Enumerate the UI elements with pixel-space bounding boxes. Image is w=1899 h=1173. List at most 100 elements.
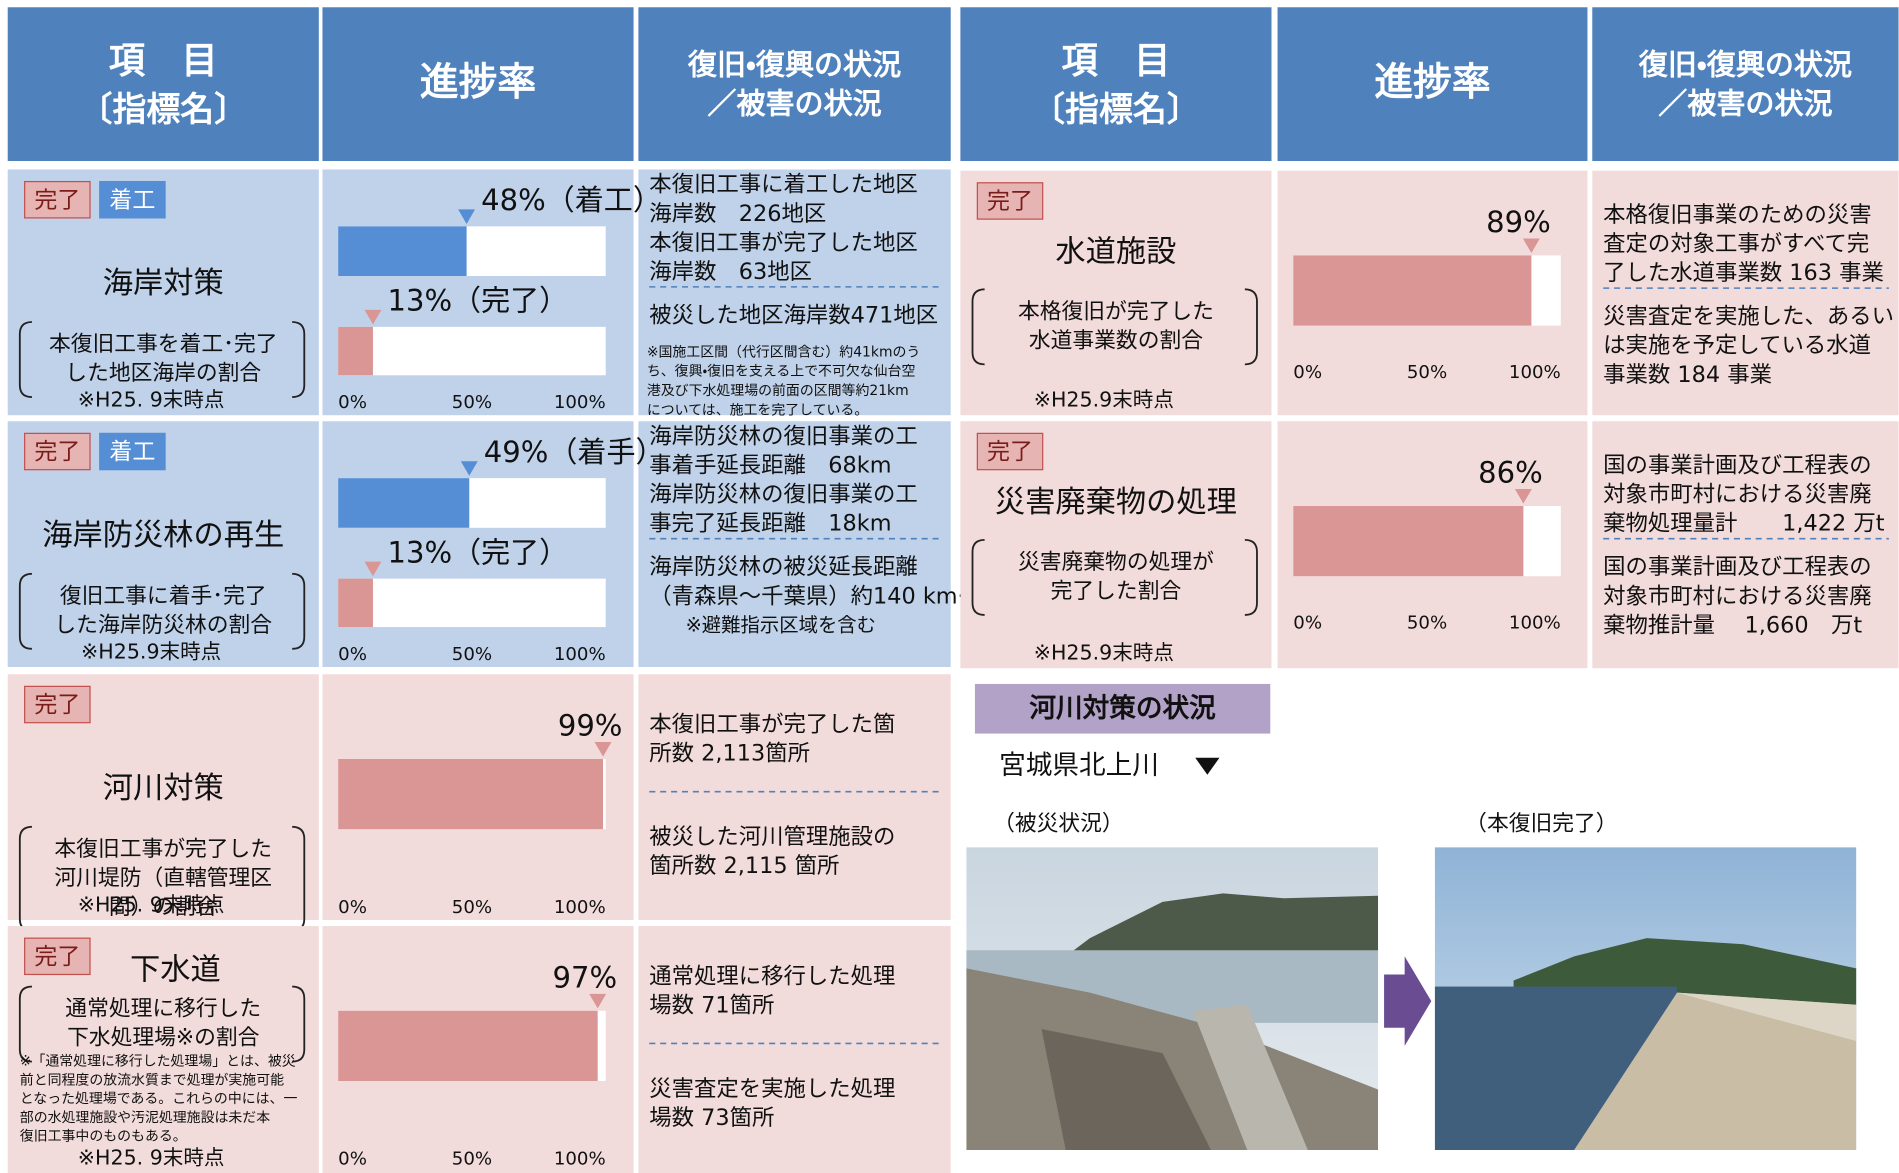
status-text: 所数 2,113箇所	[649, 741, 810, 767]
header-cell	[960, 7, 1271, 161]
photo-caption: （本復旧完了）	[1465, 811, 1617, 836]
indicator-description: 災害廃棄物の処理が	[1018, 550, 1214, 575]
status-text: は実施を予定している水道	[1603, 333, 1871, 359]
indicator-description: 水道事業数の割合	[1029, 328, 1203, 353]
status-text: 国の事業計画及び工程表の	[1603, 554, 1872, 580]
river-title: 河川対策の状況	[1029, 693, 1216, 724]
status-text: 場数 71箇所	[649, 992, 774, 1018]
status-note: ※避難指示区域を含む	[647, 613, 876, 636]
status-text: 海岸防災林の復旧事業の工	[649, 482, 918, 508]
status-text: 事業数 184 事業	[1603, 362, 1772, 388]
infographic: 項 目〔指標名〕 進捗率 復旧・復興の状況 ／被害の状況 項 目〔指標名〕 進捗率 復旧・復…	[0, 0, 1899, 1173]
header-item: 〔指標名〕	[1031, 90, 1200, 129]
axis-tick-label: 0%	[1293, 612, 1322, 633]
indicator-description: 本復旧工事を着工･完了	[49, 332, 278, 357]
as-of: ※H25. 9末時点	[78, 892, 225, 916]
status-text: 箇所数 2,115 箇所	[649, 853, 839, 879]
tag-label: 完了	[34, 439, 80, 465]
axis-tick-label: 50%	[452, 1149, 492, 1170]
footnote: ※「通常処理に移行した処理場」とは、被災	[20, 1054, 296, 1070]
axis-tick-label: 0%	[1293, 362, 1322, 383]
header-cell	[8, 7, 319, 161]
header-status: ／被害の状況	[1658, 86, 1832, 120]
bar-label: 99%	[558, 709, 623, 743]
indicator-name: 河川対策	[103, 771, 224, 806]
progress-bar	[1293, 506, 1523, 576]
axis-tick-label: 50%	[452, 644, 492, 665]
status-text: 事着手延長距離 68km	[649, 453, 891, 479]
indicator-description: した地区海岸の割合	[65, 361, 261, 386]
header-status: 復旧・復興の状況	[1638, 48, 1852, 82]
status-note: ※国施工区間（代行区間含む）約41kmのう	[647, 344, 920, 360]
progress-bar	[1293, 255, 1531, 325]
axis-tick-label: 50%	[1407, 362, 1447, 383]
status-text: 被災した地区海岸数471地区	[649, 302, 938, 328]
photo-caption: （被災状況）	[993, 811, 1124, 836]
bar-label: 49%（着手）	[484, 435, 665, 469]
photo-after	[1435, 847, 1856, 1150]
indicator-description: 下水処理場※の割合	[67, 1026, 260, 1051]
status-text: 国の事業計画及び工程表の	[1603, 453, 1872, 479]
axis-tick-label: 50%	[1407, 612, 1447, 633]
photo-before	[966, 847, 1378, 1150]
header-item: 項 目	[109, 39, 218, 82]
status-note: については、施工を完了している。	[647, 402, 868, 418]
footnote: となった処理場である。これらの中には、一	[20, 1091, 298, 1107]
indicator-name: 水道施設	[1055, 235, 1176, 270]
axis-tick-label: 50%	[452, 392, 492, 413]
indicator-description: 本復旧工事が完了した	[54, 837, 272, 862]
as-of: ※H25.9末時点	[81, 639, 221, 663]
status-note: 港及び下水処理場の前面の区間等約21km	[647, 382, 909, 399]
header-cell	[1592, 7, 1898, 161]
status-text: 査定の対象工事がすべて完	[1603, 231, 1869, 257]
indicator-description: した海岸防災林の割合	[54, 613, 272, 638]
status-text: 海岸数 226地区	[649, 201, 826, 227]
bar-track	[338, 327, 606, 375]
header-item: 〔指標名〕	[79, 90, 248, 129]
indicator-description: 河川堤防（直轄管理区	[54, 866, 272, 891]
status-text: 本復旧工事が完了した地区	[649, 230, 918, 256]
status-text: 災害査定を実施した、あるい	[1603, 304, 1894, 330]
status-note: ち、復興・復旧を支える上で不可欠な仙台空	[647, 363, 916, 380]
status-text: 被災した河川管理施設の	[649, 824, 895, 850]
status-text: 棄物推計量 1,660 万t	[1603, 612, 1862, 638]
header-progress: 進捗率	[1374, 60, 1490, 105]
header-progress: 進捗率	[420, 60, 536, 105]
progress-bar	[338, 759, 603, 829]
axis-tick-label: 0%	[338, 392, 367, 413]
header-item: 項 目	[1062, 39, 1171, 82]
status-text: 対象市町村における災害廃	[1603, 583, 1872, 609]
bar-label: 13%（完了）	[387, 535, 568, 569]
page: 項 目〔指標名〕 進捗率 復旧・復興の状況 ／被害の状況 項 目〔指標名〕 進捗率 復旧・復…	[0, 0, 1899, 1173]
tag-label: 完了	[34, 692, 80, 718]
progress-bar	[338, 226, 466, 276]
indicator-name: 海岸対策	[103, 266, 224, 301]
progress-bar	[338, 327, 373, 375]
status-text: 本復旧工事に着工した地区	[649, 172, 918, 198]
status-text: 棄物処理量計 1,422 万t	[1603, 511, 1885, 537]
as-of: ※H25. 9末時点	[78, 388, 225, 412]
bar-track	[338, 579, 606, 627]
as-of: ※H25. 9末時点	[78, 1145, 225, 1169]
footnote: 前と同程度の放流水質まで処理が実施可能	[20, 1071, 284, 1088]
bar-label: 86%	[1478, 456, 1543, 490]
header-status: 復旧・復興の状況	[687, 48, 901, 82]
header-status: ／被害の状況	[707, 86, 881, 120]
bar-label: 97%	[552, 960, 617, 994]
footnote: 部の水処理施設や汚泥処理施設は未だ本	[20, 1110, 270, 1126]
axis-tick-label: 100%	[554, 1149, 606, 1170]
status-text: 海岸防災林の被災延長距離	[649, 554, 918, 580]
axis-tick-label: 0%	[338, 644, 367, 665]
indicator-description: 通常処理に移行した	[65, 997, 261, 1022]
progress-bar	[338, 478, 469, 528]
status-text: （青森県～千葉県）約140 km※	[649, 583, 976, 609]
axis-tick-label: 0%	[338, 897, 367, 918]
tag-label: 完了	[34, 944, 80, 970]
progress-bar	[338, 579, 373, 627]
status-text: 本復旧工事が完了した箇	[649, 712, 895, 738]
as-of: ※H25.9末時点	[1034, 641, 1174, 665]
status-text: 了した水道事業数 163 事業	[1603, 260, 1884, 286]
axis-tick-label: 100%	[554, 897, 606, 918]
bar-label: 89%	[1486, 205, 1551, 239]
status-text: 対象市町村における災害廃	[1603, 482, 1872, 508]
